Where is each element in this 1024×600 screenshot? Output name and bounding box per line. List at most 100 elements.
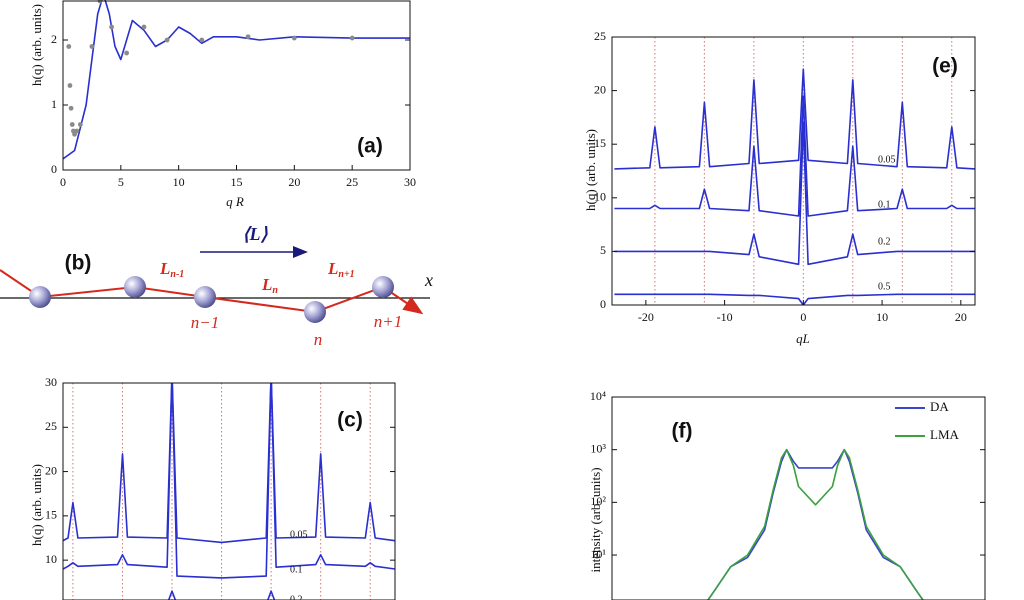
y-tick-label: 10: [45, 552, 57, 566]
chain: [0, 269, 384, 314]
data-point: [69, 122, 75, 127]
bond-symbol: L: [327, 259, 338, 278]
bond-label: Ln+1: [327, 259, 355, 280]
data-line: [614, 293, 975, 305]
data-line: [706, 448, 924, 600]
data-line: [614, 122, 975, 266]
y-tick-label: 20: [45, 463, 57, 477]
sphere: [372, 276, 394, 298]
axis-label: x: [424, 270, 433, 290]
x-tick-label: 15: [231, 175, 243, 189]
y-tick-label: 10⁴: [590, 389, 606, 403]
data-line: [63, 383, 395, 544]
bond-label: Ln-1: [159, 259, 184, 280]
x-tick-label: 25: [346, 175, 358, 189]
x-tick-label: 5: [118, 175, 124, 189]
data-point: [349, 35, 355, 41]
bond-index: n-1: [170, 269, 184, 280]
legend-label: LMA: [930, 427, 960, 442]
x-tick-label: 20: [288, 175, 300, 189]
bond-index: n+1: [338, 269, 354, 280]
data-point: [66, 44, 72, 49]
data-point: [291, 35, 297, 41]
x-tick-label: -10: [717, 310, 733, 324]
panel-label: (e): [932, 55, 958, 78]
y-tick-label: 0: [51, 162, 57, 176]
data-point: [77, 122, 83, 127]
sphere: [124, 276, 146, 298]
data-point: [245, 34, 251, 40]
y-tick-label: 10²: [590, 494, 606, 508]
y-tick-label: 25: [45, 419, 57, 433]
node-label: n: [314, 330, 323, 349]
y-axis-label: h(q) (arb. units): [29, 464, 44, 546]
x-tick-label: 30: [404, 175, 416, 189]
sphere: [29, 286, 51, 308]
y-axis-label: intensity (arb. units): [588, 467, 603, 572]
panel-label: (b): [65, 252, 92, 275]
data-point: [74, 128, 80, 134]
data-point: [124, 50, 130, 56]
y-axis-label: h(q) (arb. units): [29, 4, 44, 86]
x-tick-label: 10: [173, 175, 185, 189]
data-line: [614, 68, 975, 170]
series-label: 0.2: [878, 236, 891, 247]
data-line: [167, 590, 276, 600]
x-axis-label: q R: [226, 194, 244, 209]
data-point: [68, 105, 74, 111]
y-tick-label: 25: [594, 29, 606, 43]
y-tick-label: 10¹: [590, 547, 606, 561]
data-point: [67, 83, 73, 88]
data-line: [63, 383, 395, 579]
x-tick-label: 20: [955, 310, 967, 324]
series-label: 0.05: [878, 154, 896, 165]
plot-frame: [62, 0, 411, 171]
diagram-b: ⟨L⟩ (b) x Ln-1 Ln Ln+1 n−1 n n+1: [0, 224, 433, 349]
y-tick-label: 30: [45, 375, 57, 389]
y-tick-label: 15: [45, 508, 57, 522]
data-point: [199, 37, 205, 43]
mean-label: ⟨L⟩: [242, 224, 268, 244]
y-axis-label: h(q) (arb. units): [583, 129, 598, 211]
y-tick-label: 15: [594, 136, 606, 150]
sphere: [304, 301, 326, 323]
plot-area: [63, 0, 410, 160]
data-point: [164, 37, 170, 43]
bond-symbol: L: [261, 275, 272, 294]
x-axis-label: qL: [796, 331, 810, 346]
data-line: [614, 95, 975, 217]
data-line: [706, 448, 924, 600]
series-label: 0.2: [290, 594, 303, 600]
y-tick-label: 10³: [590, 441, 606, 455]
x-tick-label: 10: [876, 310, 888, 324]
sphere: [194, 286, 216, 308]
x-tick-label: 0: [60, 175, 66, 189]
plot-frame: [62, 382, 396, 600]
y-tick-label: 20: [594, 82, 606, 96]
y-tick-label: 5: [600, 243, 606, 257]
panel-label: (a): [357, 135, 383, 158]
y-tick-label: 1: [51, 97, 57, 111]
data-point: [89, 44, 95, 49]
series-label: 0.5: [878, 281, 891, 292]
node-label: n−1: [191, 313, 219, 332]
data-point: [141, 24, 147, 30]
node-label: n+1: [374, 312, 402, 331]
series-label: 0.1: [878, 199, 891, 210]
plot-area: [614, 37, 975, 305]
y-tick-label: 2: [51, 32, 57, 46]
data-line: [63, 0, 410, 160]
legend-label: DA: [930, 399, 949, 414]
data-point: [109, 24, 114, 30]
series-label: 0.1: [290, 564, 303, 575]
y-tick-label: 10: [594, 190, 606, 204]
x-tick-label: 0: [800, 310, 806, 324]
bond-index: n: [272, 285, 278, 296]
bond-label: Ln: [261, 275, 278, 296]
series-label: 0.05: [290, 529, 308, 540]
x-tick-label: -20: [638, 310, 654, 324]
plot-area: [63, 383, 395, 600]
panel-label: (c): [337, 409, 363, 432]
